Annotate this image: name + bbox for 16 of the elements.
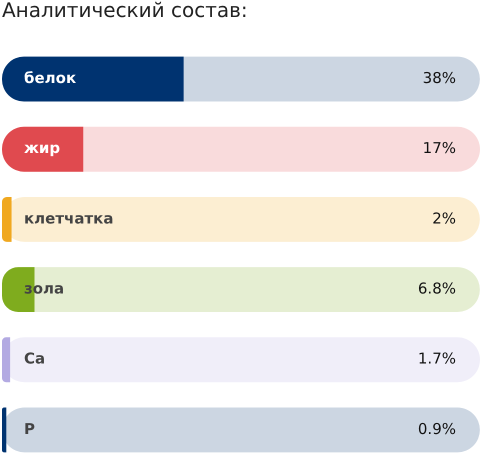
y-tick-label: жир bbox=[24, 139, 60, 158]
data-label: 6.8% bbox=[418, 279, 456, 298]
data-label: 17% bbox=[422, 139, 456, 158]
data-label: 38% bbox=[422, 68, 456, 87]
y-tick-label: P bbox=[24, 420, 35, 438]
y-tick-label: Ca bbox=[24, 350, 46, 368]
y-tick-label: клетчатка bbox=[24, 209, 114, 228]
bar bbox=[2, 126, 84, 172]
data-label: 1.7% bbox=[418, 350, 456, 368]
data-label: 0.9% bbox=[418, 420, 456, 438]
bar bbox=[2, 337, 10, 382]
data-label: 2% bbox=[432, 209, 456, 228]
chart-title: Аналитический состав: bbox=[2, 0, 248, 22]
bar bbox=[2, 196, 12, 242]
bar bbox=[2, 407, 6, 452]
y-tick-label: белок bbox=[24, 68, 76, 87]
